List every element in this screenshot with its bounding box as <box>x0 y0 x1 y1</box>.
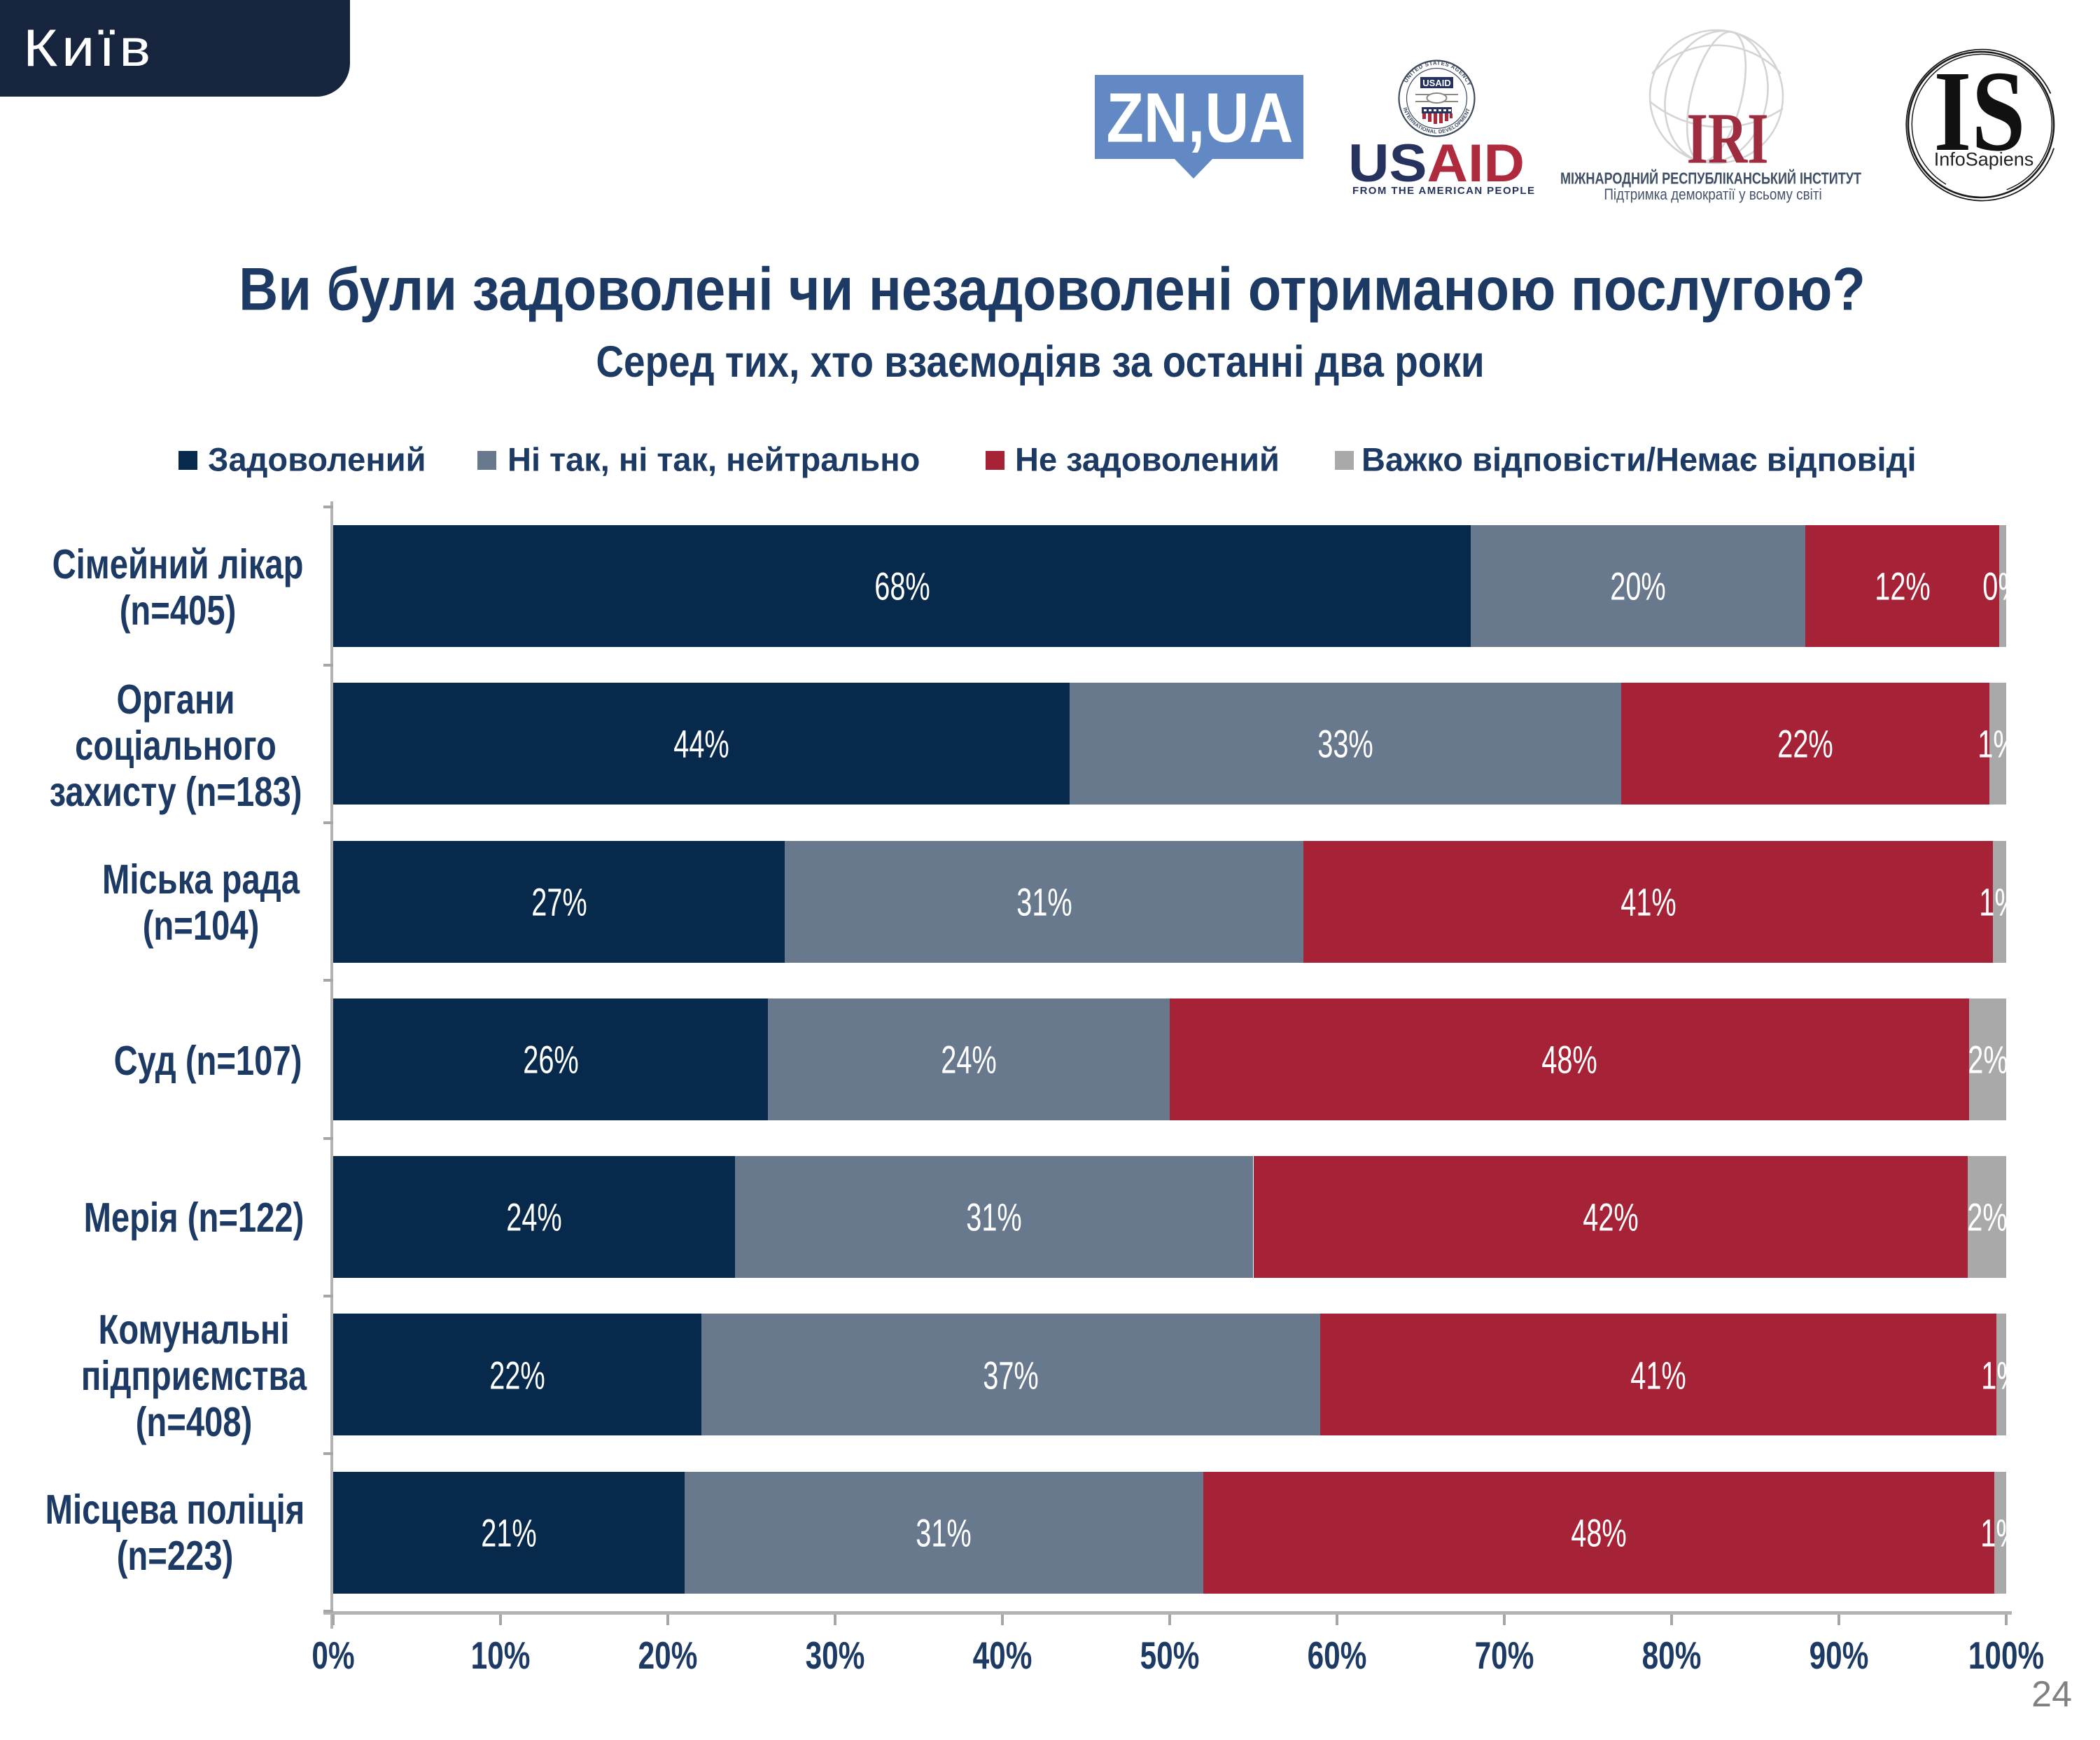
svg-text:USAID: USAID <box>1422 78 1450 88</box>
